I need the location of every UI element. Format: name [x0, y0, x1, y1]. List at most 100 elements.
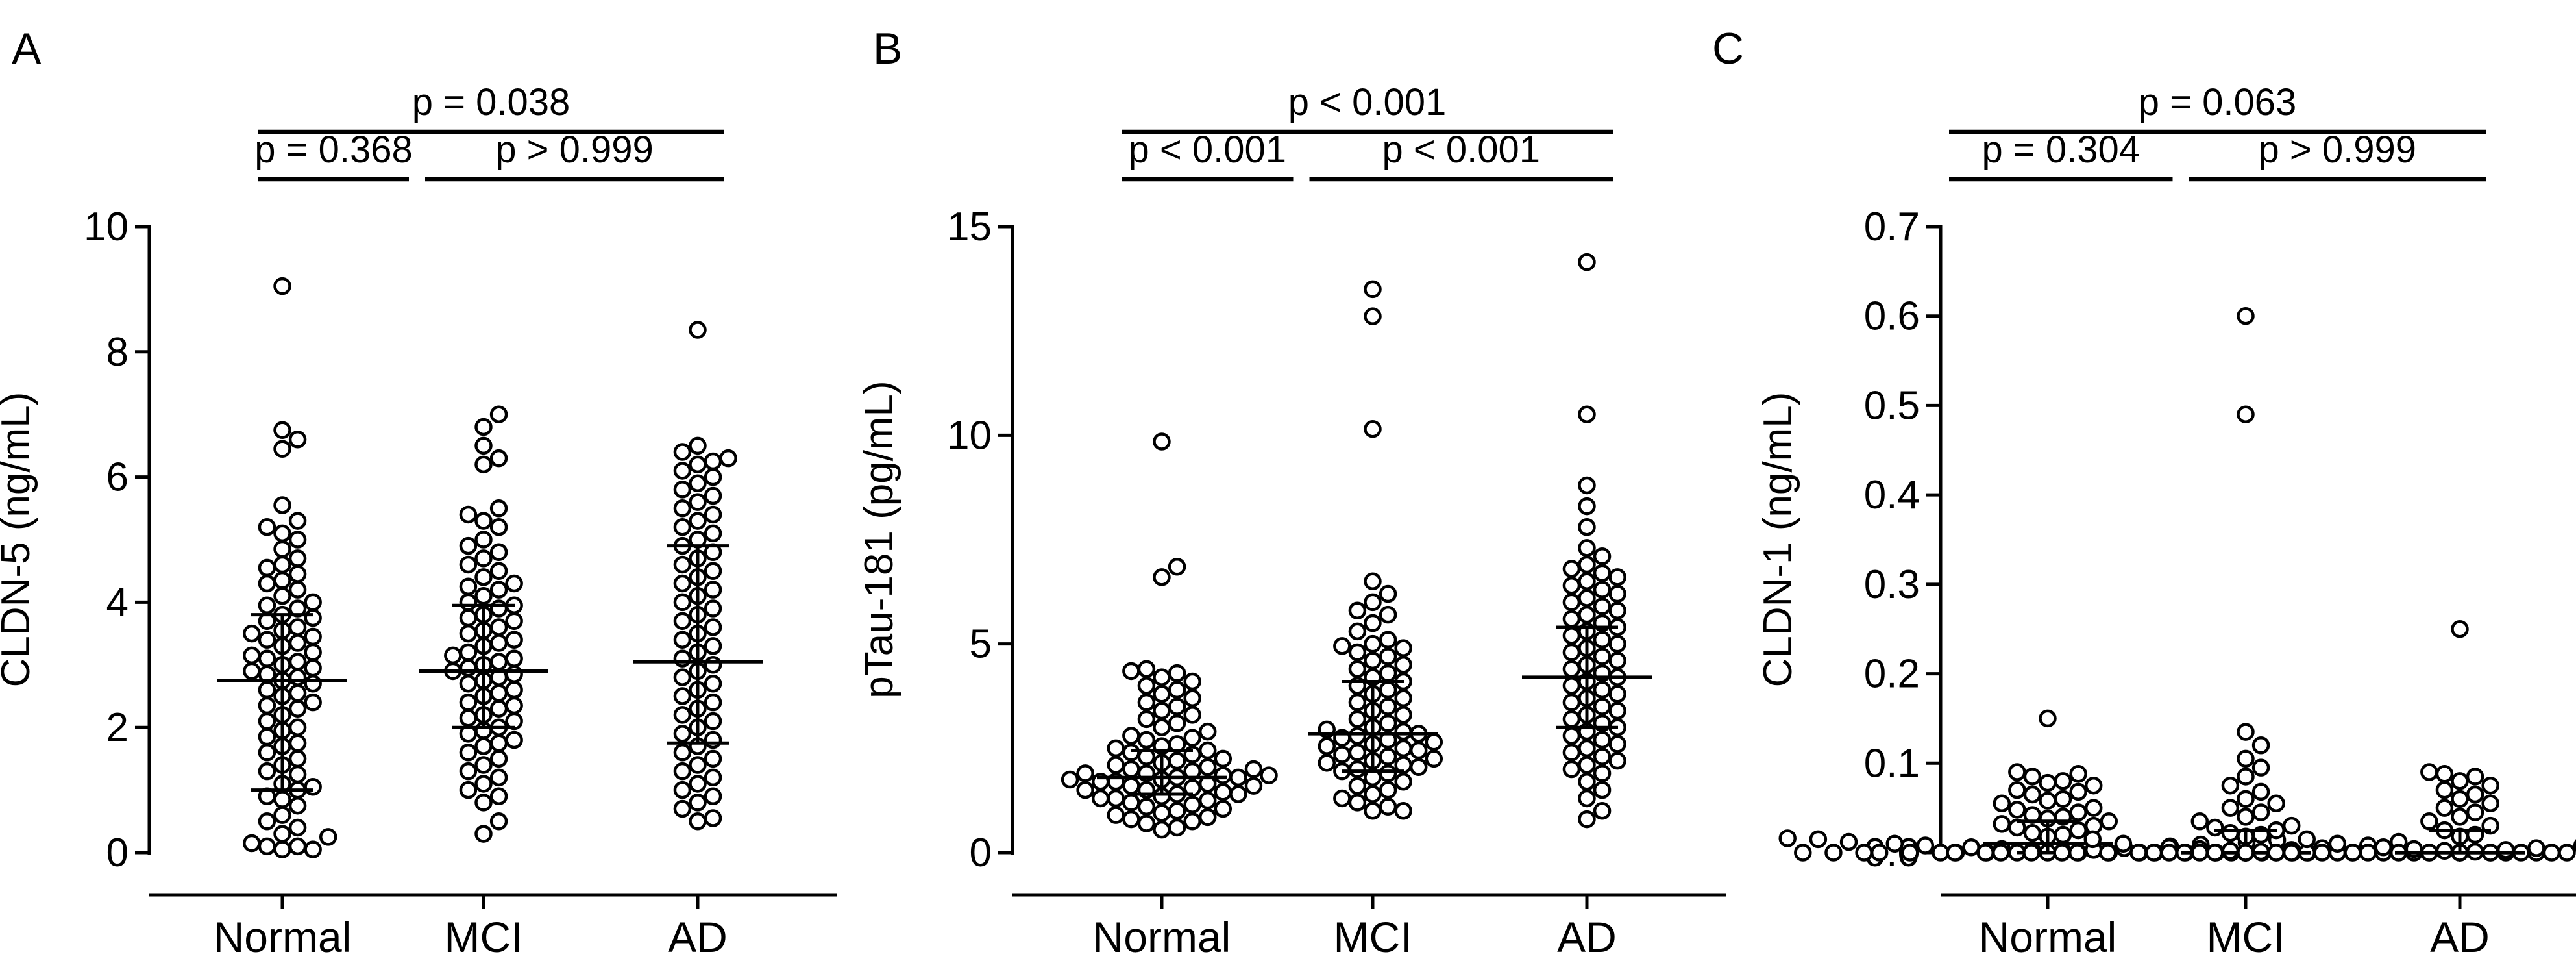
data-point: [505, 649, 523, 668]
data-point: [1608, 651, 1626, 670]
data-point: [673, 462, 692, 480]
data-point: [459, 744, 478, 762]
y-tick-label: 2: [106, 705, 129, 750]
data-point: [1562, 660, 1581, 678]
data-point: [288, 618, 307, 636]
data-point: [1107, 789, 1125, 808]
data-point: [689, 512, 707, 530]
data-point: [1122, 744, 1140, 762]
data-point: [1916, 836, 1935, 855]
data-point: [719, 449, 737, 468]
data-point: [1348, 693, 1367, 712]
data-point: [474, 549, 493, 568]
data-point: [273, 496, 291, 514]
data-point: [288, 796, 307, 815]
data-point: [288, 581, 307, 599]
data-point: [2374, 838, 2392, 857]
data-point: [1379, 781, 1397, 799]
data-point: [1593, 681, 1612, 699]
data-point: [1348, 727, 1367, 745]
data-point: [1364, 593, 1382, 612]
data-point: [1578, 539, 1596, 557]
data-point: [1122, 760, 1140, 779]
data-point: [288, 431, 307, 449]
data-point: [1153, 820, 1171, 839]
data-point: [489, 749, 508, 768]
data-point: [1394, 706, 1412, 724]
data-point: [2069, 765, 2087, 783]
data-point: [1198, 758, 1217, 777]
data-point: [489, 634, 508, 652]
data-point: [2237, 790, 2255, 808]
data-point: [1229, 768, 1247, 787]
y-axis-title: CLDN-5 (ng/mL): [0, 392, 38, 688]
data-point: [1183, 795, 1201, 814]
data-point: [1137, 814, 1156, 832]
data-point: [1183, 729, 1201, 747]
x-category-label: MCI: [2207, 913, 2285, 961]
data-point: [1348, 794, 1367, 812]
panel-letter: A: [12, 24, 42, 73]
data-point: [1593, 564, 1612, 582]
data-point: [459, 708, 478, 727]
data-point: [459, 536, 478, 555]
data-point: [1198, 791, 1217, 810]
data-point: [1183, 706, 1201, 724]
data-point: [1348, 710, 1367, 729]
data-point: [2466, 785, 2484, 804]
data-point: [288, 837, 307, 856]
data-point: [673, 781, 692, 799]
data-point: [288, 749, 307, 768]
data-point: [258, 744, 276, 762]
data-point: [2083, 830, 2102, 849]
y-tick-label: 0: [970, 831, 992, 875]
data-point: [1578, 739, 1596, 758]
data-point: [704, 712, 722, 731]
data-point: [2221, 799, 2240, 817]
data-point: [1593, 697, 1612, 716]
data-point: [459, 555, 478, 574]
data-point: [2069, 782, 2087, 801]
data-point: [2190, 844, 2209, 862]
data-point: [288, 565, 307, 583]
data-point: [489, 562, 508, 580]
data-point: [474, 531, 493, 549]
data-point: [2451, 772, 2469, 790]
data-point: [505, 631, 523, 649]
data-point: [489, 812, 508, 831]
data-point: [2100, 812, 2118, 831]
data-point: [1608, 685, 1626, 703]
group-ad: [2160, 619, 2576, 862]
data-point: [1198, 808, 1217, 827]
data-point: [258, 681, 276, 699]
data-point: [2008, 801, 2026, 819]
y-tick-label: 0.1: [1864, 741, 1920, 786]
group-ad: [633, 321, 763, 831]
data-point: [505, 574, 523, 593]
data-point: [2237, 723, 2255, 741]
data-point: [474, 587, 493, 605]
data-point: [1348, 660, 1367, 678]
data-point: [704, 693, 722, 712]
data-point: [1394, 801, 1412, 820]
data-point: [459, 658, 478, 677]
data-point: [1333, 637, 1351, 655]
data-point: [673, 574, 692, 593]
data-point: [704, 731, 722, 749]
data-point: [704, 656, 722, 674]
data-point: [1168, 681, 1186, 699]
data-point: [673, 725, 692, 743]
data-point: [2023, 768, 2042, 786]
panel-letter: B: [873, 24, 902, 73]
data-point: [2558, 844, 2576, 862]
data-point: [2237, 405, 2255, 423]
p-value-label: p < 0.001: [1382, 129, 1541, 171]
data-point: [2282, 844, 2301, 862]
data-point: [505, 612, 523, 631]
data-point: [1107, 806, 1125, 824]
data-point: [459, 593, 478, 612]
data-point: [1168, 818, 1186, 837]
data-point: [2267, 844, 2285, 862]
data-point: [273, 840, 291, 858]
